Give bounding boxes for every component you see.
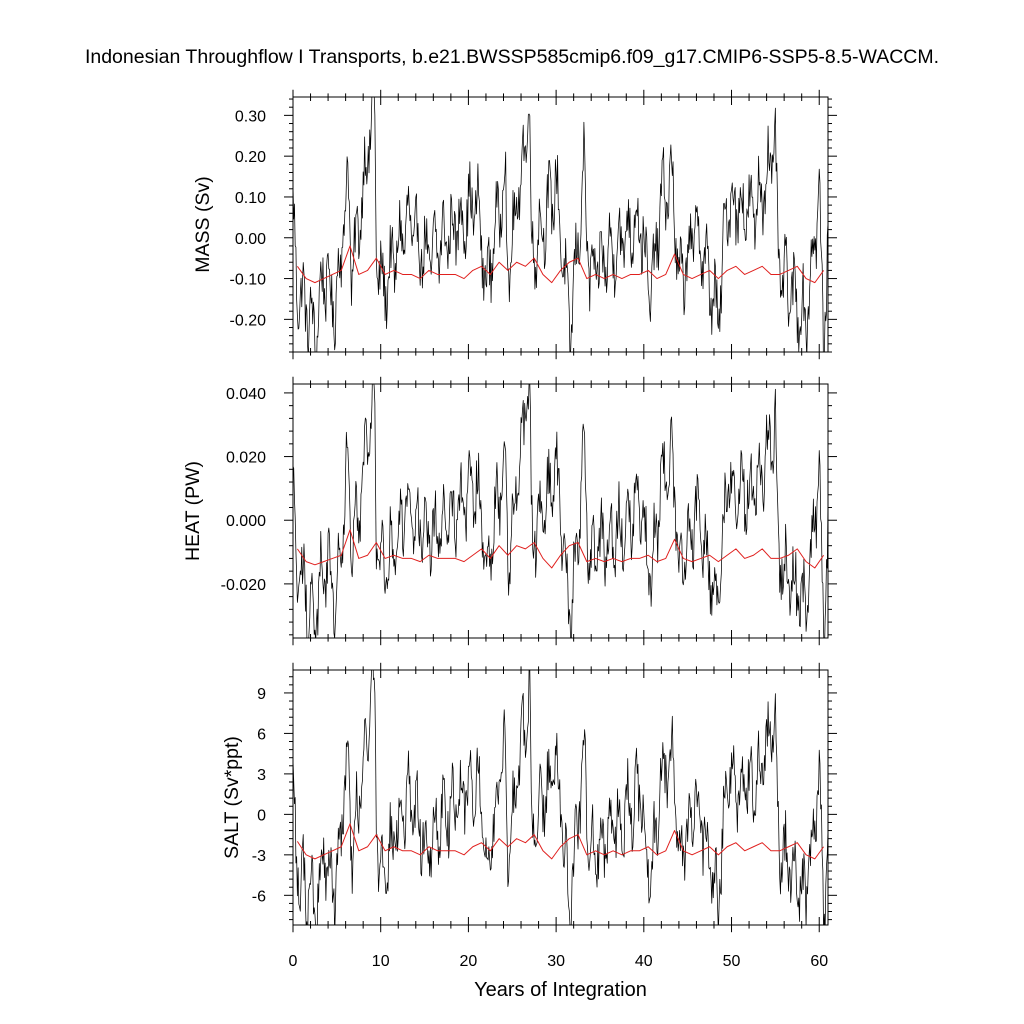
series-monthly-line (293, 97, 828, 352)
y-tick-label: 0.00 (235, 231, 266, 248)
x-axis-label: Years of Integration (474, 979, 647, 1001)
x-tick-label: 10 (372, 953, 390, 970)
y-tick-label: 6 (257, 726, 266, 743)
plot-frame (292, 96, 829, 353)
x-tick-label: 30 (547, 953, 565, 970)
y-tick-label: -0.020 (221, 577, 266, 594)
y-tick-label: 0.20 (235, 149, 266, 166)
y-axis-label: MASS (Sv) (192, 176, 214, 272)
series-monthly-line (293, 384, 828, 638)
y-tick-label: -0.10 (230, 272, 267, 289)
y-tick-label: -0.20 (230, 312, 267, 329)
plot-frame (292, 669, 829, 926)
x-tick-label: 50 (723, 953, 741, 970)
y-axis-label: HEAT (PW) (182, 461, 204, 561)
series-annual-mean-line (296, 823, 825, 860)
y-tick-label: 0.30 (235, 108, 266, 125)
y-tick-label: 0 (257, 807, 266, 824)
series-monthly-line (293, 670, 828, 925)
plot-frame (292, 383, 829, 639)
panel-mass: -0.20 -0.10 0.00 0.10 0.20 0.30 MASS (Sv) (192, 89, 837, 360)
panel-salt: -6 -3 0 3 6 9 SALT (Sv*ppt) 0 10 20 30 40 50 60 Years … (221, 662, 837, 1001)
y-tick-label: 0.000 (226, 513, 266, 530)
y-tick-label: -6 (252, 888, 266, 905)
series-annual-mean-line (296, 245, 825, 284)
panel-heat: -0.020 0.000 0.020 0.040 HEAT (PW) (182, 376, 837, 646)
x-tick-label: 20 (460, 953, 478, 970)
x-tick-label: 0 (289, 953, 298, 970)
y-tick-label: 9 (257, 686, 266, 703)
y-tick-label: 3 (257, 767, 266, 784)
y-tick-label: 0.020 (226, 450, 266, 467)
x-tick-label: 60 (810, 953, 828, 970)
chart-title: Indonesian Throughflow I Transports, b.e… (84, 46, 940, 68)
y-tick-label: 0.10 (235, 190, 266, 207)
series-annual-mean-line (296, 529, 825, 569)
y-axis-label: SALT (Sv*ppt) (221, 736, 243, 859)
y-tick-label: 0.040 (226, 386, 266, 403)
y-tick-label: -3 (252, 848, 266, 865)
x-tick-label: 40 (635, 953, 653, 970)
